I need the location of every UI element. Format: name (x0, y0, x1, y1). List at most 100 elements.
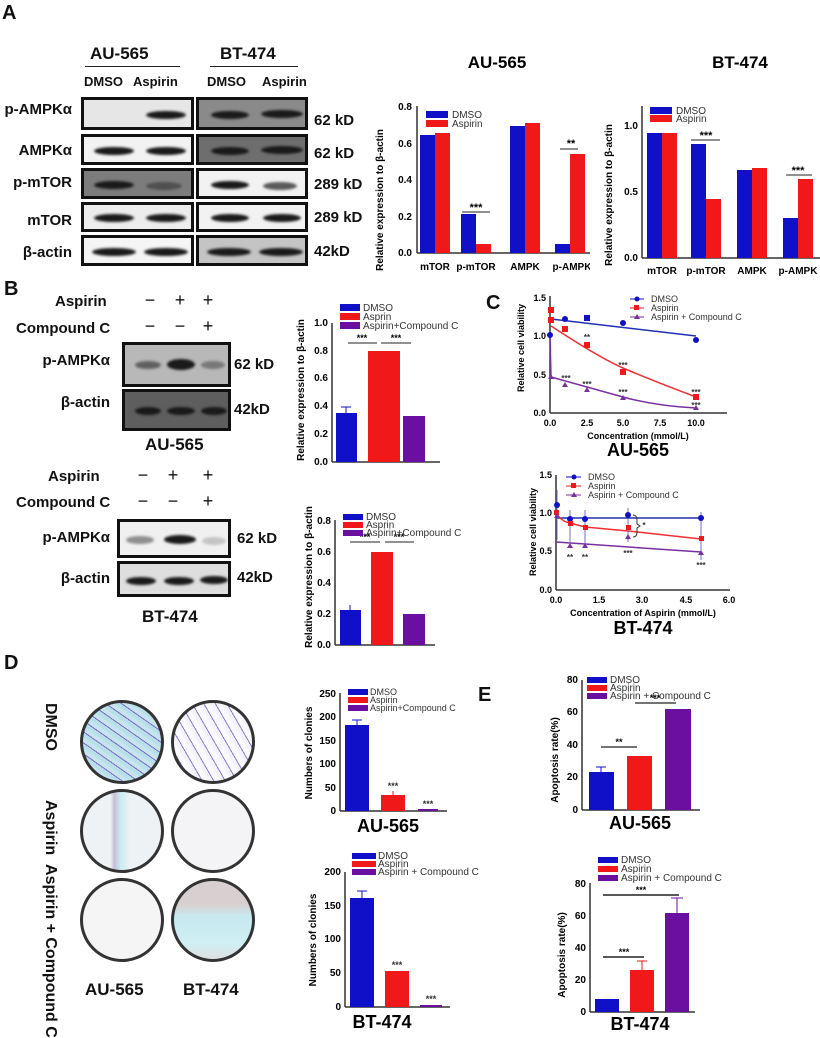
protein-label: p-mTOR (13, 174, 72, 191)
svg-text:1.0: 1.0 (533, 331, 546, 341)
svg-text:Relative cell viability: Relative cell viability (528, 488, 538, 576)
svg-text:**: ** (615, 737, 623, 747)
svg-text:DMSO: DMSO (363, 303, 393, 314)
blot-bt474-ampk (196, 134, 308, 165)
svg-text:5.0: 5.0 (617, 418, 630, 428)
lane-label: Aspirin (262, 74, 307, 89)
svg-text:***: *** (619, 947, 630, 957)
svg-text:60: 60 (575, 911, 587, 922)
svg-text:80: 80 (575, 879, 587, 890)
svg-text:60: 60 (567, 707, 579, 718)
svg-text:0.0: 0.0 (314, 457, 328, 468)
svg-text:0.8: 0.8 (317, 516, 331, 527)
chart-a-bt474: BT-474 Relative expression to β-actin 0.… (604, 53, 820, 277)
svg-text:***: *** (623, 549, 633, 558)
svg-text:Aspirin+Compound C: Aspirin+Compound C (370, 703, 456, 713)
treat-label: Compound C (16, 320, 111, 337)
svg-text:***: *** (691, 388, 701, 397)
kd-label: 62 kD (237, 530, 278, 547)
svg-text:1.0: 1.0 (314, 318, 328, 329)
svg-text:0.2: 0.2 (317, 609, 331, 620)
dish-bt474-aspirin (171, 789, 255, 873)
svg-text:***: *** (618, 361, 628, 370)
svg-text:150: 150 (319, 736, 336, 747)
svg-text:1.0: 1.0 (539, 508, 552, 518)
svg-text:200: 200 (319, 712, 336, 723)
svg-text:40: 40 (575, 943, 587, 954)
svg-text:Aspirin + Compound C: Aspirin + Compound C (588, 490, 679, 500)
svg-text:***: *** (700, 130, 714, 142)
blot-bt474-p-mtor (196, 168, 308, 199)
svg-text:Asprin: Asprin (366, 520, 394, 531)
svg-text:0.5: 0.5 (624, 187, 638, 198)
svg-text:***: *** (470, 202, 484, 214)
svg-text:0.8: 0.8 (314, 346, 328, 357)
svg-text:p-mTOR: p-mTOR (686, 266, 726, 277)
svg-text:0: 0 (330, 806, 336, 817)
svg-text:***: *** (357, 333, 368, 343)
protein-label: AMPKα (18, 142, 72, 159)
svg-text:Relative expression to β-actin: Relative expression to β-actin (296, 319, 307, 461)
svg-text:DMSO: DMSO (366, 512, 396, 523)
svg-text:20: 20 (567, 772, 579, 783)
svg-text:Aspirin: Aspirin (676, 114, 707, 125)
svg-text:***: *** (561, 374, 571, 383)
svg-text:0.6: 0.6 (398, 139, 412, 150)
svg-text:0.6: 0.6 (317, 547, 331, 558)
protein-label: mTOR (27, 212, 72, 229)
svg-text:***: *** (392, 960, 403, 970)
svg-text:BT-474: BT-474 (610, 1014, 669, 1032)
svg-text:DMSO: DMSO (378, 851, 408, 862)
chart-d-bt474: Numbers of clonies 0 50 100 150 200 *** *… (308, 851, 479, 1032)
svg-text:p-AMPK: p-AMPK (779, 266, 819, 277)
svg-text:DMSO: DMSO (610, 675, 640, 686)
kd-label: 289 kD (314, 176, 363, 193)
svg-text:DMSO: DMSO (621, 855, 651, 866)
svg-text:0.0: 0.0 (544, 418, 557, 428)
svg-text:**: ** (567, 553, 574, 562)
svg-text:DMSO: DMSO (676, 106, 706, 117)
blot-bt474-mtor (196, 202, 308, 232)
svg-text:Aspirin + Compound C: Aspirin + Compound C (610, 691, 711, 702)
svg-text:Aspirin + Compound C: Aspirin + Compound C (621, 873, 722, 884)
svg-text:4.5: 4.5 (680, 595, 693, 605)
svg-text:250: 250 (319, 689, 336, 700)
treat-label: Compound C (16, 494, 111, 511)
svg-text:2.5: 2.5 (581, 418, 594, 428)
chart-e-bt474: Apoptosis rate(%) 0 20 40 60 80 *** *** … (557, 855, 722, 1032)
chart-title: BT-474 (712, 53, 768, 72)
dish-bt474-combo (171, 878, 255, 962)
dish-au565-dmso (80, 700, 164, 784)
blot-bt474-b-actin (196, 235, 308, 266)
svg-text:**: ** (567, 138, 576, 150)
blot-au565-p-ampk (81, 97, 194, 130)
blot-b-au565-b-actin (122, 389, 231, 431)
blot-au565-p-mtor (81, 168, 194, 199)
svg-text:0.2: 0.2 (314, 429, 328, 440)
wb-a-cell-au565: AU-565 (90, 44, 149, 63)
svg-text:6.0: 6.0 (723, 595, 736, 605)
svg-text:Aspirin: Aspirin (378, 859, 409, 870)
svg-text:mTOR: mTOR (647, 266, 678, 277)
chart-e-au565: Apoptosis rate(%) 0 20 40 60 80 ** *** D… (550, 675, 711, 833)
svg-text:0.4: 0.4 (317, 578, 331, 589)
lane-label: DMSO (207, 74, 246, 89)
panel-letter-b: B (4, 278, 19, 300)
svg-text:80: 80 (567, 675, 579, 686)
panel-letter-c: C (486, 292, 501, 314)
panel-letter-d: D (4, 652, 19, 674)
svg-text:7.5: 7.5 (654, 418, 667, 428)
chart-c-au565: Relative cell viability 0.0 0.5 1.0 1.5 … (516, 293, 742, 458)
svg-text:150: 150 (324, 901, 341, 912)
panel-letter-a: A (2, 2, 17, 24)
blot-au565-mtor (81, 202, 194, 232)
lane-label: Aspirin (133, 74, 178, 89)
svg-text:20: 20 (575, 975, 587, 986)
lane-label: DMSO (84, 74, 123, 89)
svg-text:***: *** (423, 799, 434, 809)
svg-text:0.0: 0.0 (398, 248, 412, 259)
svg-text:50: 50 (330, 968, 342, 979)
svg-text:Concentration of Aspirin (mmol: Concentration of Aspirin (mmol/L) (570, 608, 716, 618)
svg-text:AU-565: AU-565 (609, 813, 671, 833)
svg-text:1.0: 1.0 (624, 121, 638, 132)
